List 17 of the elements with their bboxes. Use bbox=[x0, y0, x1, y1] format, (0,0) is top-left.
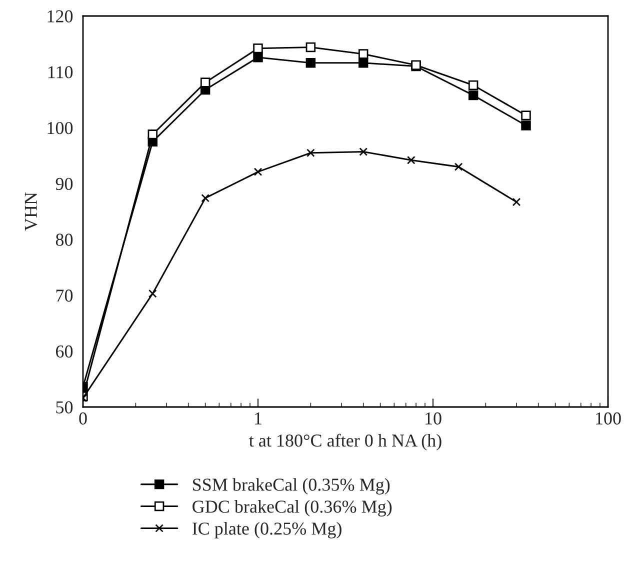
x-axis-title: t at 180°C after 0 h NA (h) bbox=[249, 434, 442, 450]
y-tick-label: 50 bbox=[56, 401, 73, 414]
y-tick-label: 120 bbox=[48, 10, 73, 22]
y-tick-label: 100 bbox=[48, 122, 73, 134]
y-tick-label: 60 bbox=[56, 345, 73, 358]
legend-label: SSM brakeCal (0.35% Mg) bbox=[193, 478, 390, 495]
y-tick-label: 80 bbox=[56, 234, 73, 246]
x-tick-label: 0 bbox=[79, 412, 87, 425]
y-tick-label: 110 bbox=[48, 66, 73, 78]
y-axis-title: VHN bbox=[24, 192, 38, 231]
y-tick-label: 70 bbox=[56, 290, 73, 302]
x-tick-label: 100 bbox=[596, 412, 621, 425]
legend-label: GDC brakeCal (0.36% Mg) bbox=[192, 500, 392, 516]
legend-label: IC plate (0.25% Mg) bbox=[192, 522, 342, 538]
x-tick-label: 10 bbox=[426, 412, 442, 425]
y-tick-label: 90 bbox=[56, 178, 73, 190]
x-tick-label: 1 bbox=[255, 412, 262, 424]
